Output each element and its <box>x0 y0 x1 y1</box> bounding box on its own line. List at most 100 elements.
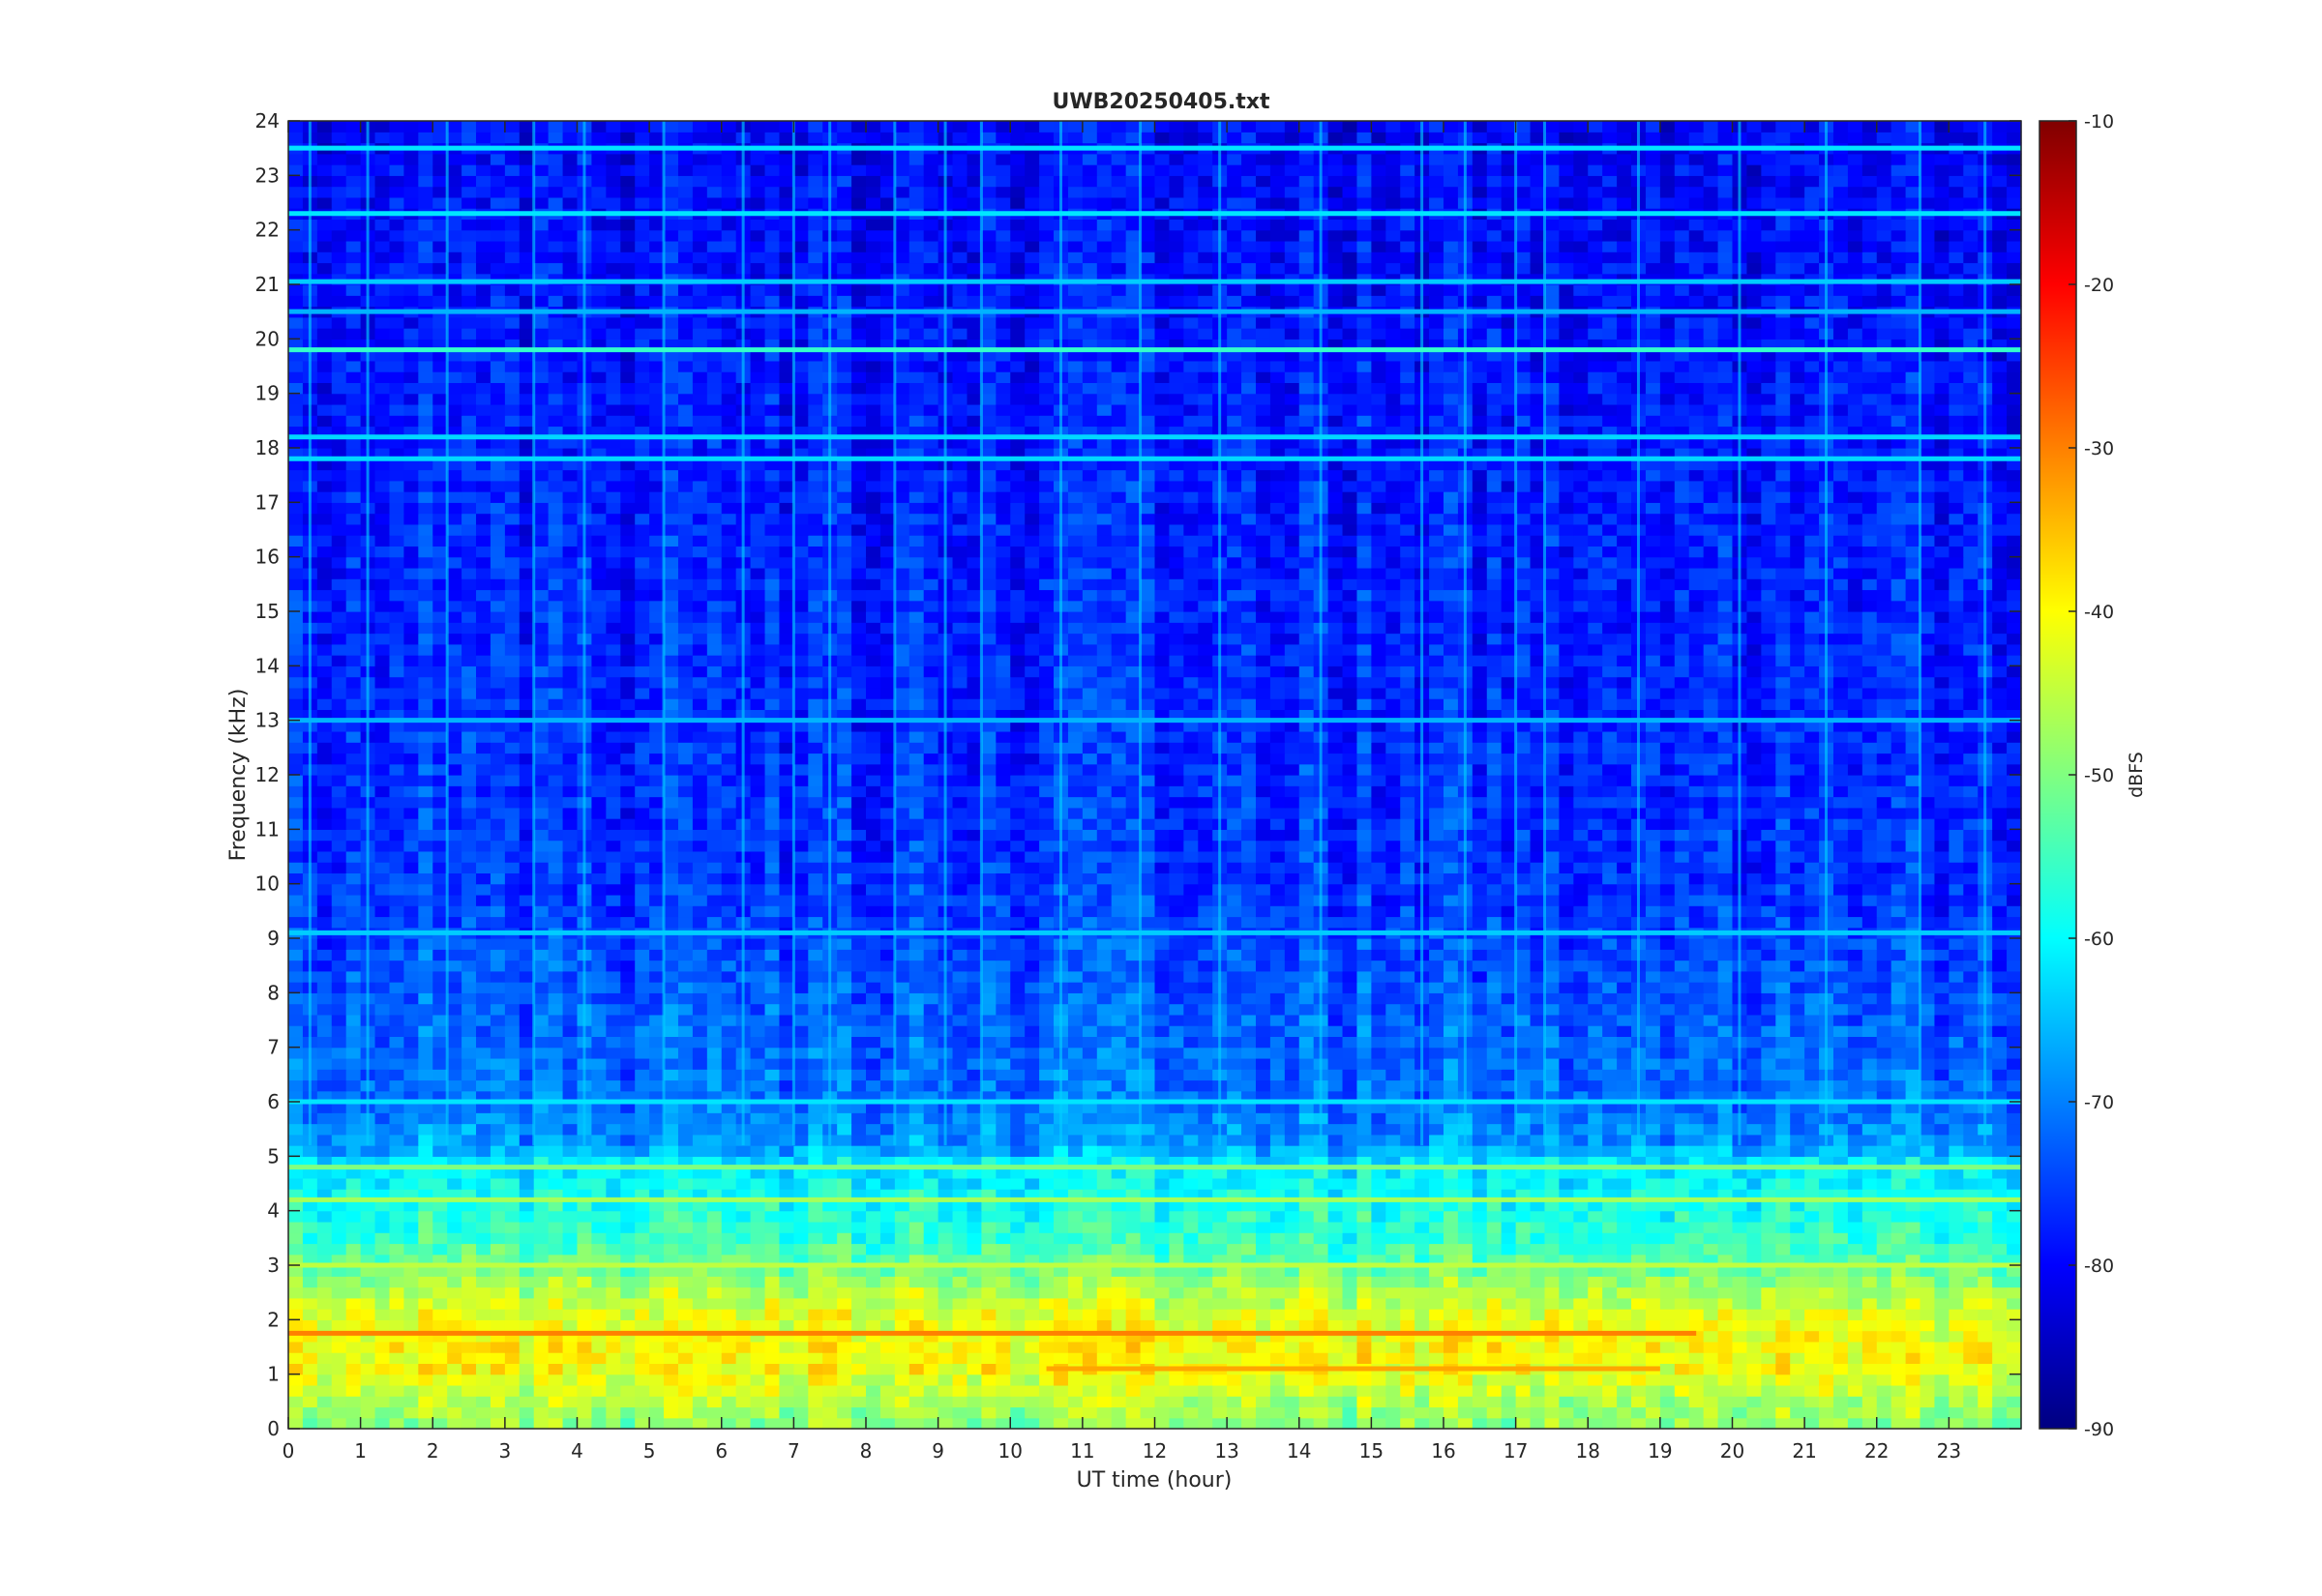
heatmap-cell <box>1688 1221 1705 1233</box>
heatmap-cell <box>1905 1177 1921 1190</box>
heatmap-cell <box>476 1221 491 1233</box>
heatmap-cell <box>1154 1232 1171 1245</box>
heatmap-cell <box>664 1406 679 1419</box>
heatmap-cell <box>1400 1069 1415 1081</box>
heatmap-cell <box>1876 1199 1892 1212</box>
heatmap-cell <box>1761 1134 1776 1146</box>
heatmap-cell <box>879 1417 896 1430</box>
heatmap-cell <box>1125 982 1142 993</box>
heatmap-cell <box>1949 1254 1964 1266</box>
heatmap-cell <box>606 1057 621 1070</box>
heatmap-cell <box>1674 1167 1690 1179</box>
heatmap-cell <box>938 1221 954 1233</box>
heatmap-cell <box>606 1286 621 1299</box>
heatmap-cell <box>1111 1167 1127 1179</box>
heatmap-cell <box>1559 1189 1574 1200</box>
heatmap-cell <box>1227 1145 1242 1157</box>
heatmap-cell <box>316 1177 333 1190</box>
heatmap-cell <box>1602 1003 1618 1016</box>
heatmap-cell <box>1241 1384 1257 1397</box>
heatmap-cell <box>908 1374 925 1386</box>
heatmap-cell <box>894 1069 910 1081</box>
heatmap-cell <box>288 1341 304 1353</box>
heatmap-cell <box>1645 1199 1661 1212</box>
heatmap-cell <box>1688 1167 1705 1179</box>
heatmap-cell <box>519 1417 535 1430</box>
heatmap-cell <box>764 1123 781 1136</box>
heatmap-cell <box>1501 1286 1517 1299</box>
heatmap-cell <box>1227 1297 1242 1310</box>
heatmap-cell <box>1559 1156 1574 1168</box>
heatmap-cell <box>1269 1406 1286 1419</box>
heatmap-cell <box>1674 1396 1690 1408</box>
heatmap-cell <box>1183 1177 1199 1190</box>
heatmap-cell <box>793 982 809 993</box>
heatmap-cell <box>1617 1167 1632 1179</box>
heatmap-cell <box>1414 1276 1430 1288</box>
heatmap-cell <box>1920 982 1936 993</box>
heatmap-cell <box>851 1374 867 1386</box>
heatmap-cell <box>1934 1014 1950 1026</box>
heatmap-cell <box>316 1363 333 1375</box>
heatmap-cell <box>649 1090 665 1103</box>
heatmap-cell <box>1819 1177 1834 1190</box>
heatmap-cell <box>302 1145 318 1157</box>
heatmap-cell <box>721 1210 737 1223</box>
heatmap-cell <box>418 1330 433 1343</box>
heatmap-cell <box>1847 992 1863 1005</box>
heatmap-cell <box>1501 1406 1517 1419</box>
heatmap-cell <box>1227 1167 1242 1179</box>
heatmap-cell <box>779 1069 794 1081</box>
heatmap-cell <box>1269 1069 1286 1081</box>
heatmap-cell <box>1515 1123 1532 1136</box>
heatmap-cell <box>952 1384 968 1397</box>
heatmap-cell <box>1140 1025 1156 1037</box>
heatmap-cell <box>851 1309 867 1320</box>
heatmap-cell <box>996 1199 1011 1212</box>
heatmap-cell <box>1111 1134 1127 1146</box>
heatmap-cell <box>1761 1384 1776 1397</box>
heatmap-cell <box>952 1189 968 1200</box>
heatmap-cell <box>938 1341 954 1353</box>
heatmap-cell <box>837 970 852 983</box>
heatmap-cell <box>1429 1309 1444 1320</box>
heatmap-cell <box>1949 1014 1964 1026</box>
heatmap-cell <box>779 1254 794 1266</box>
heatmap-cell <box>1804 1276 1820 1288</box>
heatmap-cell <box>1269 1047 1286 1059</box>
heatmap-cell <box>288 1319 304 1332</box>
heatmap-cell <box>967 1134 982 1146</box>
heatmap-cell <box>1010 1047 1026 1059</box>
heatmap-cell <box>1963 1167 1979 1179</box>
heatmap-cell <box>894 1090 910 1103</box>
heatmap-cell <box>1559 1199 1574 1212</box>
heatmap-cell <box>649 1243 665 1256</box>
heatmap-cell <box>721 1276 737 1288</box>
heatmap-cell <box>447 1047 462 1059</box>
heatmap-cell <box>1198 1145 1213 1157</box>
heatmap-cell <box>779 1167 794 1179</box>
heatmap-cell <box>764 1232 781 1245</box>
heatmap-cell <box>1154 1189 1171 1200</box>
heatmap-cell <box>1342 992 1358 1005</box>
heatmap-cell <box>1617 1156 1632 1168</box>
heatmap-cell <box>591 1276 607 1288</box>
heatmap-cell <box>879 1210 896 1223</box>
heatmap-cell <box>1039 1286 1055 1299</box>
heatmap-cell <box>1703 1384 1719 1397</box>
heatmap-cell <box>1082 970 1098 983</box>
heatmap-cell <box>938 1352 954 1364</box>
heatmap-cell <box>779 1102 794 1113</box>
heatmap-cell <box>389 1276 404 1288</box>
heatmap-cell <box>1269 1057 1286 1070</box>
heatmap-cell <box>1992 1167 2008 1179</box>
heatmap-cell <box>808 1396 823 1408</box>
heatmap-cell <box>677 1384 694 1397</box>
heatmap-cell <box>1775 1057 1791 1070</box>
heatmap-cell <box>476 1210 491 1223</box>
heatmap-cell <box>302 1417 318 1430</box>
heatmap-cell <box>1905 1025 1921 1037</box>
heatmap-cell <box>735 1210 752 1223</box>
heatmap-cell <box>1876 1134 1892 1146</box>
heatmap-cell <box>620 1297 636 1310</box>
